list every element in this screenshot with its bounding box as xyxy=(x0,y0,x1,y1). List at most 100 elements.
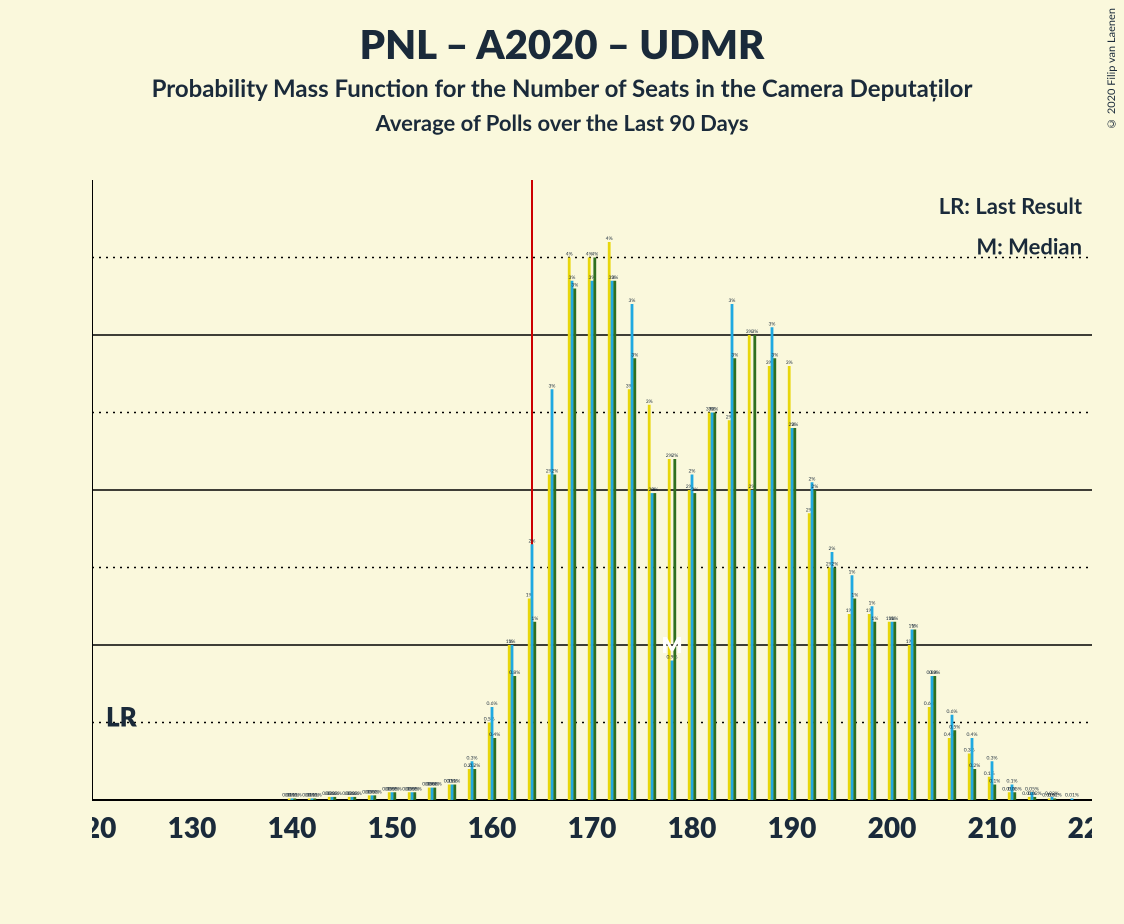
bar-udmr xyxy=(733,358,736,800)
bar-value-label: 2% xyxy=(689,469,696,475)
bar-value-label: 0.03% xyxy=(368,789,382,795)
bar-udmr xyxy=(693,493,696,800)
bar-pnl xyxy=(1028,797,1031,800)
bar-a2020 xyxy=(411,792,414,800)
bar-pnl xyxy=(1008,792,1011,800)
bar-value-label: 3% xyxy=(771,352,778,358)
bar-a2020 xyxy=(711,413,714,801)
bar-udmr xyxy=(533,622,536,800)
bar-udmr xyxy=(393,792,396,800)
bar-pnl xyxy=(348,797,351,800)
bar-pnl xyxy=(408,792,411,800)
bar-value-label: 0.01% xyxy=(1048,792,1062,798)
median-marker-label: M xyxy=(661,631,682,658)
bar-udmr xyxy=(413,792,416,800)
bar-udmr xyxy=(773,358,776,800)
bar-value-label: 0.3% xyxy=(467,755,478,761)
bar-value-label: 4% xyxy=(606,236,613,242)
bar-value-label: 2% xyxy=(529,538,536,544)
bar-value-label: 3% xyxy=(571,283,578,289)
bar-udmr xyxy=(953,730,956,800)
bar-udmr xyxy=(793,428,796,800)
bar-udmr xyxy=(373,795,376,800)
bar-value-label: 1% xyxy=(509,639,516,645)
bar-pnl xyxy=(448,785,451,801)
bar-value-label: 2% xyxy=(671,453,678,459)
bar-a2020 xyxy=(651,493,654,800)
bar-value-label: 3% xyxy=(611,275,618,281)
x-tick-label: 160 xyxy=(468,810,517,840)
bar-value-label: 0.8% xyxy=(509,670,520,676)
chart-title: PNL – A2020 – UDMR xyxy=(0,20,1124,68)
bar-pnl xyxy=(908,645,911,800)
bar-a2020 xyxy=(451,785,454,801)
bar-pnl xyxy=(788,366,791,800)
chart-svg: 1%2%3%1201301401501601701801902002102200… xyxy=(92,180,1092,840)
bar-pnl xyxy=(528,599,531,801)
bar-value-label: 4% xyxy=(591,252,598,258)
bar-value-label: 3% xyxy=(631,352,638,358)
bar-value-label: 3% xyxy=(751,329,758,335)
bar-udmr xyxy=(613,281,616,800)
bar-a2020 xyxy=(391,792,394,800)
bar-value-label: 4% xyxy=(566,252,573,258)
bar-pnl xyxy=(568,258,571,801)
bar-pnl xyxy=(388,792,391,800)
bar-value-label: 0.05% xyxy=(1008,786,1022,792)
bar-udmr xyxy=(673,459,676,800)
bar-pnl xyxy=(548,475,551,801)
bar-value-label: 3% xyxy=(549,383,556,389)
bar-value-label: 0.5% xyxy=(949,724,960,730)
bar-a2020 xyxy=(311,798,314,800)
bar-udmr xyxy=(713,413,716,801)
bar-a2020 xyxy=(531,544,534,800)
bar-udmr xyxy=(333,797,336,800)
bar-a2020 xyxy=(371,795,374,800)
x-tick-label: 170 xyxy=(568,810,617,840)
bar-value-label: 0.2% xyxy=(969,763,980,769)
bar-pnl xyxy=(368,795,371,800)
bar-udmr xyxy=(653,493,656,800)
bar-value-label: 2% xyxy=(831,562,838,568)
bar-value-label: 0.3% xyxy=(987,755,998,761)
bar-a2020 xyxy=(751,490,754,800)
bar-value-label: 2% xyxy=(809,476,816,482)
bar-value-label: 0.02% xyxy=(1028,791,1042,797)
bar-a2020 xyxy=(611,281,614,800)
bar-a2020 xyxy=(731,304,734,800)
bar-value-label: 0.08% xyxy=(428,782,442,788)
bar-a2020 xyxy=(791,428,794,800)
bar-udmr xyxy=(593,258,596,801)
bar-pnl xyxy=(768,366,771,800)
bar-a2020 xyxy=(811,482,814,800)
bar-value-label: 1% xyxy=(911,624,918,630)
bar-udmr xyxy=(453,785,456,801)
bar-value-label: 0.4% xyxy=(489,732,500,738)
bar-value-label: 2% xyxy=(651,487,658,493)
bar-value-label: 0.8% xyxy=(929,670,940,676)
legend-last-result: LR: Last Result xyxy=(939,192,1083,219)
bar-pnl xyxy=(948,738,951,800)
x-tick-label: 130 xyxy=(168,810,217,840)
bar-udmr xyxy=(573,289,576,801)
bar-pnl xyxy=(608,242,611,800)
bar-value-label: 1% xyxy=(871,616,878,622)
bar-value-label: 0.05% xyxy=(388,786,402,792)
bar-value-label: 3% xyxy=(729,298,736,304)
bar-a2020 xyxy=(691,475,694,801)
title-block: PNL – A2020 – UDMR Probability Mass Func… xyxy=(0,10,1124,136)
bar-a2020 xyxy=(351,797,354,800)
bar-pnl xyxy=(308,798,311,800)
chart-subtitle-2: Average of Polls over the Last 90 Days xyxy=(0,109,1124,136)
bar-udmr xyxy=(1013,792,1016,800)
bar-pnl xyxy=(808,513,811,800)
bar-udmr xyxy=(293,798,296,800)
legend-median: M: Median xyxy=(976,232,1082,259)
bar-a2020 xyxy=(971,738,974,800)
bar-value-label: 2% xyxy=(551,469,558,475)
bar-value-label: 0.6% xyxy=(947,709,958,715)
bar-a2020 xyxy=(591,281,594,800)
x-tick-label: 200 xyxy=(868,810,917,840)
bar-a2020 xyxy=(431,788,434,800)
bar-pnl xyxy=(748,335,751,800)
